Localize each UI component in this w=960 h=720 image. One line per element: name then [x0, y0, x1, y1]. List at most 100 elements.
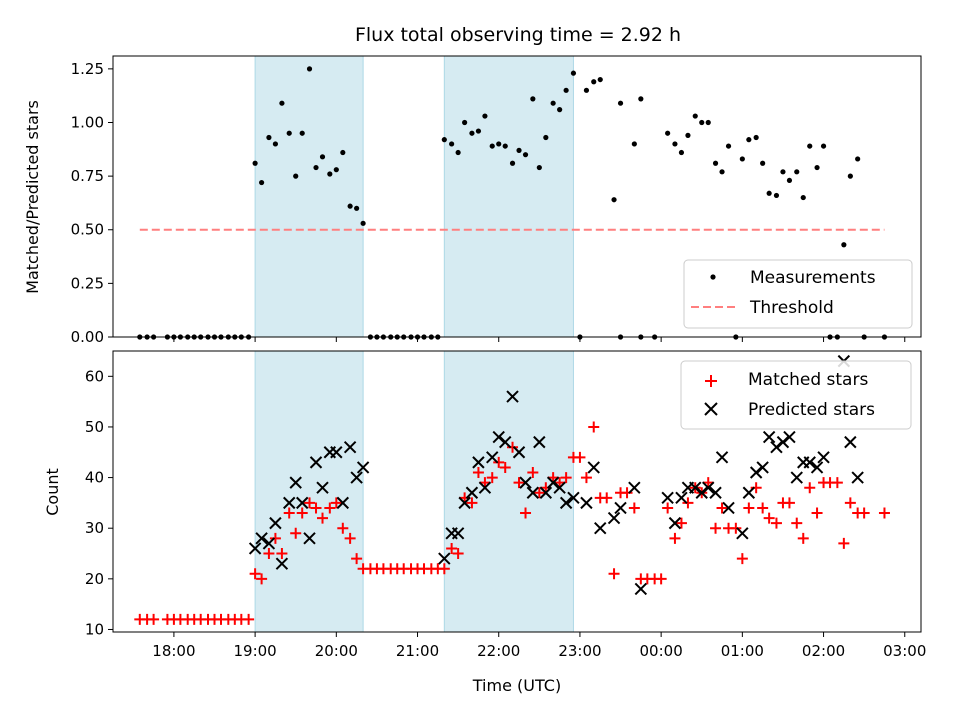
- predicted-star-point: [486, 451, 499, 464]
- predicted-star-point: [309, 456, 323, 469]
- measurement-point: [847, 173, 853, 179]
- matched-star-point: [804, 482, 816, 494]
- predicted-star-point: [742, 486, 756, 499]
- measurement-point: [814, 164, 820, 171]
- chart-title: Flux total observing time = 2.92 h: [355, 24, 681, 46]
- measurement-point: [685, 132, 691, 138]
- top-panel: 0.00 0.25 0.50 0.75 1.00 1.25 Matched/Predict…: [23, 55, 922, 346]
- predicted-star-point: [756, 461, 769, 474]
- legend-label-measurements: Measurements: [750, 268, 876, 288]
- bottom-panel: 10 20 30 40 50 60 18:00 19:00 20:00 21:00 22:00 23…: [43, 350, 926, 695]
- measurement-point: [665, 130, 671, 136]
- matched-star-point: [466, 497, 478, 509]
- measurement-point: [760, 160, 766, 166]
- matched-star-point: [838, 537, 850, 549]
- predicted-star-point: [539, 486, 553, 499]
- predicted-star-point: [356, 461, 370, 474]
- top-legend: Measurements Threshold: [683, 259, 913, 329]
- legend-label-threshold: Threshold: [749, 298, 834, 318]
- predicted-star-point: [844, 435, 857, 449]
- matched-star-point: [783, 497, 795, 509]
- measurement-point: [293, 173, 299, 179]
- matched-star-point: [533, 487, 545, 499]
- matched-star-point: [317, 512, 329, 524]
- measurement-point: [509, 160, 516, 166]
- bottom-legend: Matched stars Predicted stars: [680, 360, 912, 430]
- predicted-star-point: [567, 491, 580, 505]
- x-tick-label: 21:00: [396, 642, 439, 660]
- matched-star-point: [520, 507, 532, 519]
- predicted-star-point: [783, 430, 796, 444]
- matched-star-point: [791, 517, 803, 529]
- measurement-point: [333, 167, 339, 173]
- matched-star-point: [276, 548, 288, 560]
- measurement-point: [313, 164, 319, 171]
- predicted-star-point: [614, 501, 627, 515]
- matched-star-point: [263, 548, 275, 560]
- x-tick-label: 02:00: [802, 642, 845, 660]
- top-plot-frame: [112, 55, 922, 338]
- legend-marker-predicted-stars: [704, 402, 718, 416]
- measurement-point: [570, 70, 577, 76]
- top-shaded-regions: [254, 55, 574, 338]
- measurement-point: [773, 192, 780, 199]
- predicted-star-point: [790, 471, 803, 484]
- predicted-star-point: [512, 446, 526, 459]
- legend-label-matched-stars: Matched stars: [748, 370, 868, 390]
- predicted-star-point: [675, 491, 688, 505]
- measurement-point: [516, 147, 522, 153]
- top-y-tick-label: 0.25: [71, 274, 104, 292]
- measurement-point: [252, 160, 258, 166]
- measurement-point: [794, 169, 800, 175]
- bottom-x-axis: 18:00 19:00 20:00 21:00 22:00 23:00 00:00 01:00…: [152, 632, 926, 660]
- matched-star-point: [858, 507, 870, 519]
- bottom-y-tick-label: 20: [85, 570, 104, 588]
- bottom-y-tick-label: 30: [85, 519, 104, 537]
- matched-star-point: [243, 613, 255, 625]
- top-legend-box: [683, 259, 913, 329]
- predicted-star-point: [580, 496, 593, 510]
- measurement-point: [319, 154, 326, 160]
- predicted-star-point: [492, 430, 505, 444]
- top-y-tick-label: 0.75: [71, 167, 104, 185]
- measurement-point: [266, 134, 272, 141]
- measurement-point: [719, 169, 725, 175]
- measurement-point: [536, 164, 542, 171]
- matched-star-point: [493, 456, 505, 468]
- top-x-axis: [173, 337, 906, 342]
- measurement-point: [347, 203, 353, 209]
- measurement-point: [449, 141, 455, 147]
- measurement-point: [502, 143, 508, 149]
- measurement-point: [855, 156, 861, 162]
- measurement-point: [279, 100, 285, 106]
- measurement-point: [522, 152, 529, 158]
- measurement-point: [591, 79, 597, 85]
- matched-star-point: [452, 548, 464, 560]
- predicted-star-point: [458, 496, 471, 510]
- top-shaded-region-2: [443, 55, 574, 338]
- measurement-point: [786, 177, 793, 184]
- matched-star-point: [310, 502, 322, 514]
- predicted-star-point: [350, 471, 363, 484]
- matched-star-point: [337, 522, 349, 534]
- measurement-point: [725, 143, 732, 149]
- matched-star-point: [621, 487, 633, 499]
- predicted-star-point: [248, 542, 262, 555]
- measurement-point: [441, 137, 447, 143]
- predicted-star-point: [736, 527, 749, 540]
- measurement-point: [272, 141, 279, 147]
- predicted-star-point: [283, 496, 296, 510]
- matched-star-point: [527, 467, 539, 479]
- measurement-point: [820, 143, 827, 149]
- predicted-star-point: [776, 435, 790, 449]
- matched-star-point: [513, 477, 525, 489]
- matched-star-point: [269, 532, 281, 544]
- matched-star-point: [446, 542, 458, 554]
- measurement-point: [299, 130, 305, 136]
- predicted-star-point: [722, 501, 735, 515]
- measurement-point: [638, 96, 644, 102]
- measurement-point: [807, 143, 813, 149]
- matched-star-point: [148, 613, 160, 625]
- bottom-shaded-region-2: [443, 350, 574, 633]
